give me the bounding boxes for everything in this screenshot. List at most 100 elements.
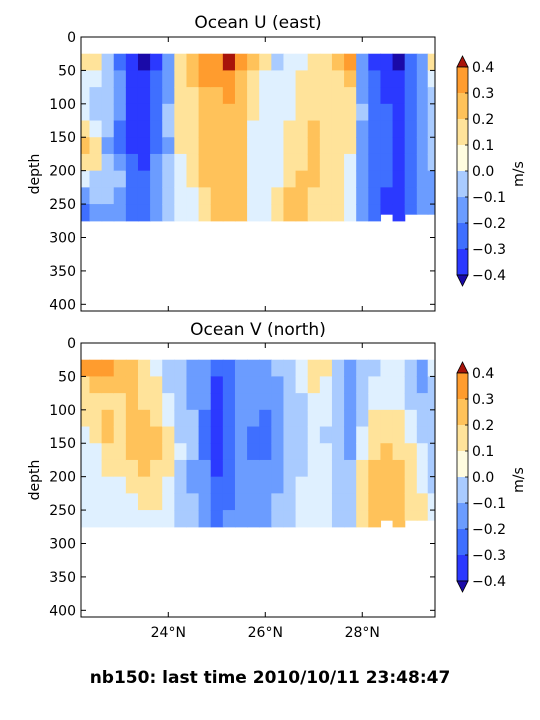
heatmap-cell: [174, 476, 188, 494]
heatmap-cell: [331, 493, 345, 511]
heatmap-cell: [392, 476, 406, 494]
heatmap-cell: [427, 70, 435, 88]
heatmap-cell: [186, 87, 200, 105]
heatmap-cell: [404, 87, 418, 105]
heatmap-cell: [307, 120, 321, 138]
heatmap-cell: [416, 53, 429, 72]
heatmap-cell: [368, 459, 382, 478]
heatmap-cell: [222, 443, 236, 461]
heatmap-cell: [404, 187, 418, 205]
y-tick-label: 200: [49, 164, 76, 180]
heatmap-cell: [259, 137, 272, 155]
colorbar-tick-label: −0.2: [472, 216, 506, 232]
heatmap-cell: [186, 53, 200, 72]
heatmap-cell: [271, 443, 285, 461]
heatmap-cell: [271, 476, 285, 494]
heatmap-cell: [259, 376, 272, 394]
heatmap-cell: [137, 359, 151, 378]
heatmap-cell: [222, 493, 236, 511]
heatmap-cell: [319, 443, 333, 461]
heatmap-cell: [344, 120, 357, 138]
heatmap-cell: [234, 87, 248, 105]
heatmap-cell: [81, 426, 91, 444]
heatmap-cell: [392, 153, 406, 172]
heatmap-cell: [307, 87, 321, 105]
heatmap-cell: [174, 459, 188, 478]
heatmap-cell: [356, 426, 369, 444]
heatmap-cell: [89, 443, 103, 461]
heatmap-cell: [283, 137, 297, 155]
heatmap-cell: [186, 170, 200, 188]
heatmap-cell: [210, 170, 224, 188]
heatmap-cell: [404, 53, 418, 72]
x-axis: 24°N 26°N 28°N: [151, 343, 380, 641]
heatmap-cell: [162, 103, 175, 122]
heatmap-cell: [356, 204, 369, 222]
heatmap-cell: [247, 493, 260, 511]
heatmap-cell: [295, 137, 309, 155]
heatmap-cell: [356, 87, 369, 105]
heatmap-cell: [427, 120, 435, 138]
heatmap-cell: [198, 103, 212, 122]
heatmap-cell: [307, 476, 321, 494]
heatmap-cell: [125, 510, 139, 528]
colorbar-tick-label: −0.3: [472, 242, 506, 258]
heatmap-cell: [356, 409, 369, 428]
heatmap-cell: [222, 459, 236, 478]
heatmap-cell: [356, 70, 369, 88]
heatmap-cell: [283, 493, 297, 511]
heatmap-cell: [162, 426, 175, 444]
heatmap-cell: [101, 87, 115, 105]
heatmap-cell: [259, 170, 272, 188]
heatmap-cell: [162, 476, 175, 494]
heatmap-cell: [368, 493, 382, 511]
heatmap-cell: [344, 153, 357, 172]
heatmap-cell: [271, 70, 285, 88]
heatmap-cell: [81, 510, 91, 528]
heatmap-cell: [210, 153, 224, 172]
heatmap-cell: [259, 153, 272, 172]
heatmap-cell: [162, 409, 175, 428]
colorbar-tick-label: −0.2: [472, 522, 506, 538]
heatmap-cell: [331, 170, 345, 188]
heatmap-cell: [89, 476, 103, 494]
heatmap-cell: [368, 476, 382, 494]
heatmap-cell: [113, 443, 127, 461]
heatmap-cell: [380, 187, 394, 205]
heatmap-cell: [416, 170, 429, 188]
heatmap-cell: [259, 476, 272, 494]
heatmap-cell: [307, 204, 321, 222]
heatmap-cell: [319, 187, 333, 205]
heatmap-cell: [331, 53, 345, 72]
heatmap-cell: [392, 376, 406, 394]
colorbar-tick-label: −0.4: [472, 574, 506, 590]
heatmap-cell: [307, 443, 321, 461]
heatmap-cell: [368, 359, 382, 378]
heatmap-cell: [295, 426, 309, 444]
heatmap-cell: [319, 376, 333, 394]
heatmap-cell: [234, 409, 248, 428]
heatmap-cell: [392, 204, 406, 222]
colorbar-tick-label: −0.4: [472, 268, 506, 284]
heatmap-cell: [416, 510, 429, 521]
heatmap-cell: [137, 376, 151, 394]
heatmap-cell: [81, 459, 91, 478]
heatmap-cell: [331, 187, 345, 205]
heatmap-cell: [101, 376, 115, 394]
heatmap-cell: [210, 359, 224, 378]
heatmap-cell: [271, 426, 285, 444]
heatmap-cell: [210, 53, 224, 72]
heatmap-cell: [356, 187, 369, 205]
heatmap-cell: [416, 409, 429, 428]
heatmap-cell: [101, 153, 115, 172]
heatmap-cell: [150, 187, 163, 205]
heatmap-cell: [198, 426, 212, 444]
heatmap-cell: [283, 153, 297, 172]
heatmap-cell: [186, 493, 200, 511]
y-tick-label: 300: [49, 536, 76, 552]
heatmap-cell: [380, 204, 394, 215]
heatmap-cell: [392, 443, 406, 461]
heatmap-cell: [137, 137, 151, 155]
heatmap-cell: [368, 87, 382, 105]
panel-ocean-u: Ocean U (east) 050100150200250300350400 …: [27, 13, 527, 313]
